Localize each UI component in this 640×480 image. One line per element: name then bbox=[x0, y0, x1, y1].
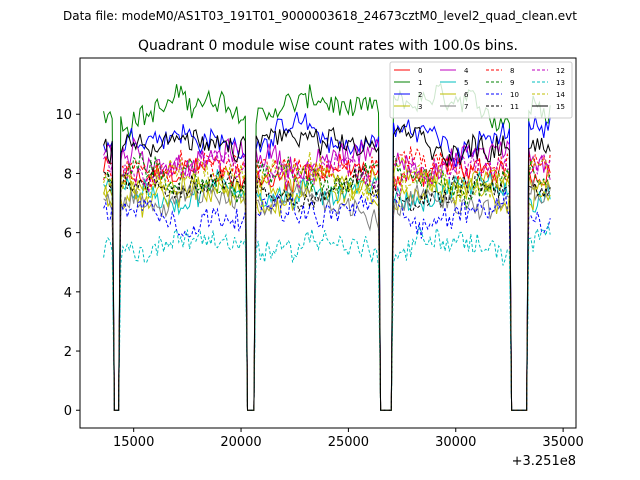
legend-label: 6 bbox=[464, 91, 469, 99]
legend-label: 10 bbox=[510, 91, 519, 99]
series-line-4 bbox=[103, 136, 551, 411]
series-line-15 bbox=[103, 123, 551, 411]
series-line-9 bbox=[103, 152, 551, 411]
chart-title: Quadrant 0 module wise count rates with … bbox=[138, 38, 518, 54]
legend-label: 2 bbox=[418, 91, 422, 99]
legend-label: 5 bbox=[464, 79, 468, 87]
legend-label: 1 bbox=[418, 79, 422, 87]
plot-area bbox=[79, 57, 577, 429]
legend-label: 15 bbox=[556, 103, 565, 111]
x-tick-label: 30000 bbox=[435, 435, 476, 450]
series-line-7 bbox=[103, 179, 551, 411]
series-line-8 bbox=[103, 146, 551, 411]
legend-label: 11 bbox=[510, 103, 519, 111]
axes-frame bbox=[80, 58, 576, 428]
legend-label: 14 bbox=[556, 91, 565, 99]
legend-label: 0 bbox=[418, 67, 422, 75]
series-line-11 bbox=[103, 165, 551, 411]
legend-label: 3 bbox=[418, 103, 422, 111]
x-tick-label: 25000 bbox=[328, 435, 369, 450]
legend-label: 9 bbox=[510, 79, 514, 87]
y-tick-label: 6 bbox=[64, 227, 72, 242]
x-tick-label: 35000 bbox=[542, 435, 583, 450]
series-layer bbox=[103, 82, 551, 411]
legend-label: 8 bbox=[510, 67, 514, 75]
y-tick-label: 2 bbox=[64, 345, 72, 360]
axes-border bbox=[79, 57, 577, 429]
legend-label: 4 bbox=[464, 67, 469, 75]
y-tick-label: 0 bbox=[64, 404, 72, 419]
series-line-12 bbox=[103, 148, 551, 411]
legend-label: 7 bbox=[464, 103, 468, 111]
y-axis: 0 2 4 6 8 10 bbox=[55, 108, 80, 419]
x-tick-label: 20000 bbox=[220, 435, 261, 450]
legend-box bbox=[389, 61, 573, 119]
suptitle: Data file: modeM0/AS1T03_191T01_90000036… bbox=[63, 9, 577, 23]
x-axis: 15000 20000 25000 30000 35000 bbox=[113, 428, 584, 450]
y-tick-label: 8 bbox=[64, 167, 72, 182]
y-tick-label: 4 bbox=[64, 286, 72, 301]
series-line-13 bbox=[103, 223, 551, 411]
x-tick-label: 15000 bbox=[113, 435, 154, 450]
x-offset-label: +3.251e8 bbox=[512, 454, 576, 469]
series-line-14 bbox=[103, 152, 551, 411]
legend-label: 12 bbox=[556, 67, 565, 75]
legend-label: 13 bbox=[556, 79, 565, 87]
y-tick-label: 10 bbox=[55, 108, 72, 123]
